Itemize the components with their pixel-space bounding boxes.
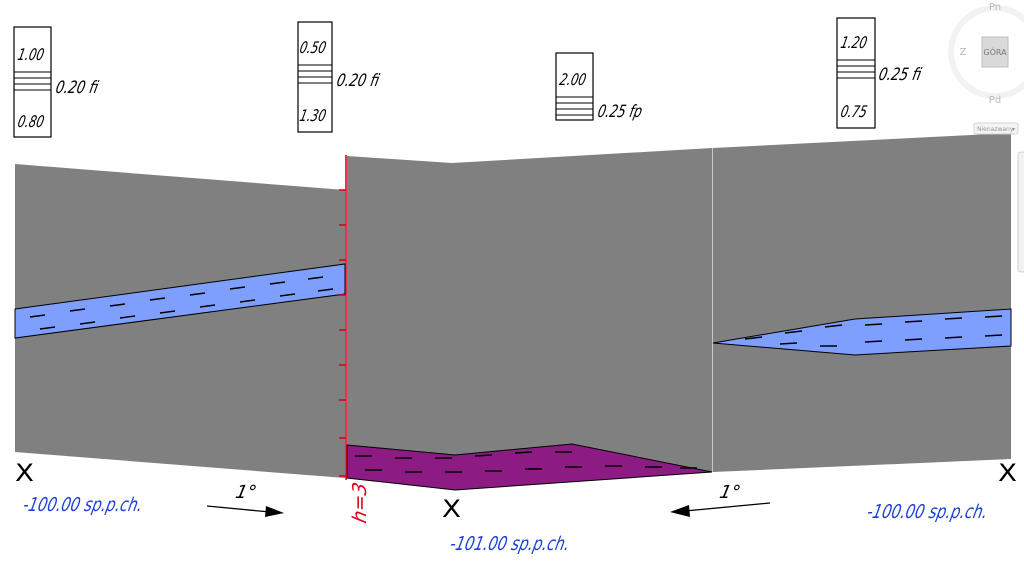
fault-throw-label: h=3 [348, 480, 371, 525]
legend-box-4-bottom: 0.75 [839, 102, 869, 121]
rock-block-left [15, 164, 345, 478]
view-menu-label: Nienazwany [977, 126, 1014, 133]
borehole-marker-left: X [15, 459, 34, 487]
legend-box-1-top: 1.00 [16, 45, 46, 64]
legend-box-1-bottom: 0.80 [16, 112, 46, 131]
legend-box-4-label: 0.25 fi [877, 65, 924, 85]
legend-box-4-top: 1.20 [839, 33, 869, 52]
compass-ring [948, 5, 1024, 99]
aquifer-layer-right [712, 308, 1012, 356]
compass-south-label: Pd [989, 95, 1001, 106]
navigation-bar-edge[interactable] [1017, 151, 1024, 273]
rock-block-right [713, 133, 1011, 472]
view-cube-widget[interactable]: GÓRA Pn Z Pd Nienazwany ▾ [948, 2, 1024, 135]
borehole-marker-middle: X [442, 495, 461, 523]
chevron-down-icon: ▾ [1012, 126, 1015, 133]
level-label-middle: -101.00 sp.p.ch. [448, 532, 572, 555]
level-label-left: -100.00 sp.p.ch. [21, 493, 145, 516]
rock-block-middle [347, 148, 712, 490]
view-cube-top-face [981, 36, 1009, 68]
dip-label-right: 1° [718, 482, 743, 503]
compass-north-label: Pn [989, 2, 1001, 13]
legend-box-3-top: 2.00 [558, 70, 588, 89]
legend-box-2-label: 0.20 fi [335, 71, 382, 91]
legend-box-2: 0.50 1.30 0.20 fi [297, 21, 382, 133]
arrow-head-right-icon [265, 506, 284, 517]
level-label-right: -100.00 sp.p.ch. [865, 500, 990, 523]
arrow-head-left-icon [670, 505, 690, 517]
legend-box-1-label: 0.20 fi [54, 78, 101, 98]
legend-box-3: 2.00 0.25 fp [555, 52, 644, 122]
view-cube-label: GÓRA [983, 46, 1007, 57]
dip-arrow-left: 1° [206, 482, 284, 517]
clay-layer-bottom [346, 443, 713, 491]
legend-box-4: 1.20 0.75 0.25 fi [836, 17, 924, 129]
legend-box-2-top: 0.50 [298, 38, 328, 57]
borehole-marker-right: X [998, 459, 1017, 487]
compass-west-label: Z [960, 47, 967, 58]
dip-label-left: 1° [234, 482, 259, 503]
legend-box-3-label: 0.25 fp [596, 102, 644, 122]
legend-box-1: 1.00 0.80 0.20 fi [13, 26, 101, 138]
view-menu-button [973, 122, 1019, 135]
fault-line [339, 155, 347, 480]
dip-arrow-right: 1° [670, 482, 771, 517]
legend-box-2-bottom: 1.30 [298, 106, 328, 125]
aquifer-layer-left [14, 263, 346, 339]
